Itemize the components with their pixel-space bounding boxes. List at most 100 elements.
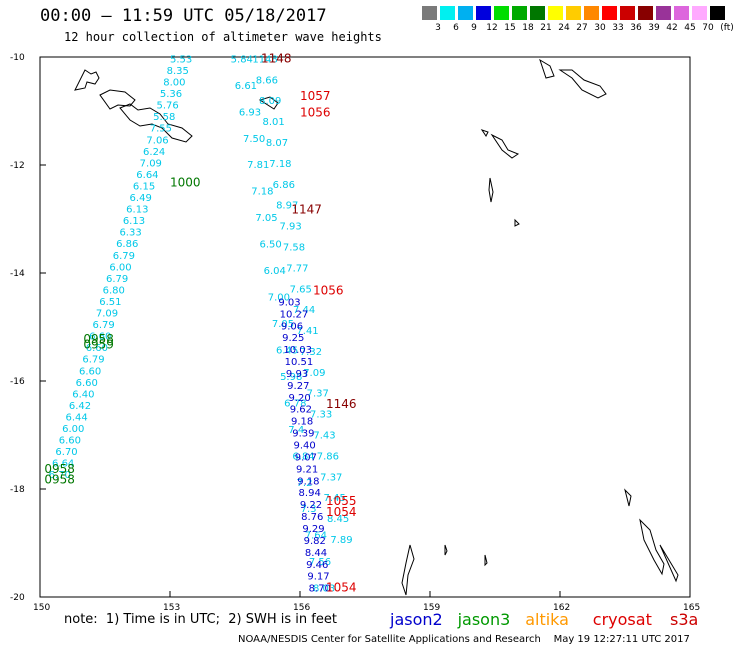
pass-time-label: 0958 <box>44 473 75 487</box>
track-value-label: 9.82 <box>304 536 326 547</box>
track-value-label: 7.05 <box>255 213 277 224</box>
track-value-label: 6.64 <box>52 459 74 470</box>
y-tick-label: -18 <box>10 485 25 495</box>
track-value-label: 7.4 <box>288 425 304 436</box>
map-subtitle: 12 hour collection of altimeter wave hei… <box>64 30 382 44</box>
track-value-label: 5.76 <box>157 101 179 112</box>
track-value-label: 6.50 <box>259 240 281 251</box>
satellite-legend-altika: altika <box>525 610 569 629</box>
track-value-label: 10.03 <box>283 345 312 356</box>
scale-swatch <box>476 6 491 20</box>
track-value-label: 9.62 <box>290 405 312 416</box>
scale-swatch <box>638 6 653 20</box>
track-value-label: 6.60 <box>86 343 108 354</box>
pass-time-label: 1056 <box>300 105 331 119</box>
track-value-label: 6.60 <box>79 366 101 377</box>
scale-label: 21 <box>540 23 552 33</box>
track-value-label: 7.44 <box>293 305 315 316</box>
track-value-label: 6.45 <box>276 345 298 356</box>
track-value-label: 8.01 <box>263 117 285 128</box>
track-value-label: 7.05 <box>272 319 294 330</box>
scale-swatch <box>494 6 509 20</box>
y-tick-label: -16 <box>10 377 25 387</box>
track-value-label: 7.37 <box>307 389 329 400</box>
track-value-label: 9.46 <box>306 560 328 571</box>
track-value-label: 6.60 <box>89 332 111 343</box>
pass-time-label: 1057 <box>300 89 331 103</box>
scale-label: 39 <box>648 23 660 33</box>
y-tick-label: -20 <box>10 593 25 603</box>
track-value-label: 6.04 <box>264 266 286 277</box>
pass-time-label: 1054 <box>326 505 357 519</box>
scale-swatch <box>530 6 545 20</box>
scale-label: 27 <box>576 23 588 33</box>
scale-label: 33 <box>612 23 624 33</box>
pass-time-label: 0958 <box>44 462 75 476</box>
track-value-label: 6.15 <box>133 181 155 192</box>
track-value-label: 9.17 <box>307 572 329 583</box>
track-value-label: 7.89 <box>330 535 352 546</box>
pass-time-label: 0959 <box>83 338 114 352</box>
track-value-label: 6.33 <box>119 228 141 239</box>
track-value-label: 7.64 <box>305 531 327 542</box>
track-value-label: 6.80 <box>103 285 125 296</box>
track-value-label: 6.00 <box>109 262 131 273</box>
track-value-label: 6.51 <box>99 297 121 308</box>
track-value-label: 10.51 <box>285 357 314 368</box>
track-value-label: 6.60 <box>76 378 98 389</box>
track-value-label: 9.03 <box>278 297 300 308</box>
track-value-label: 6.13 <box>123 216 145 227</box>
track-value-label: 7.43 <box>313 431 335 442</box>
scale-swatch <box>602 6 617 20</box>
track-value-label: 8.44 <box>305 548 327 559</box>
track-value-label: 6.60 <box>59 436 81 447</box>
scale-swatch <box>566 6 581 20</box>
track-value-label: 7.77 <box>286 263 308 274</box>
track-value-label: 9.39 <box>292 429 314 440</box>
track-value-label: 6.64 <box>136 170 158 181</box>
track-value-label: 6.79 <box>82 355 104 366</box>
map-title: 00:00 – 11:59 UTC 05/18/2017 <box>40 6 327 26</box>
track-value-label: 9.25 <box>282 333 304 344</box>
track-value-label: 6.40 <box>72 389 94 400</box>
track-value-label: 9.29 <box>302 524 324 535</box>
track-value-label: 8.76 <box>301 512 323 523</box>
scale-swatch <box>512 6 527 20</box>
x-tick-label: 159 <box>423 603 440 613</box>
track-value-label: 9.27 <box>287 381 309 392</box>
track-value-label: 6.79 <box>113 251 135 262</box>
track-value-label: 6.86 <box>273 180 295 191</box>
satellite-legend-cryosat: cryosat <box>592 610 652 629</box>
track-value-label: 8.70 <box>309 584 331 595</box>
map-axes: 150 153 156 159 162 165 -10 -12 -14 -16 -18 -20 <box>10 53 700 613</box>
track-value-label: 6.79 <box>92 320 114 331</box>
scale-label: 3 <box>435 23 441 33</box>
track-value-label: 7.06 <box>146 135 168 146</box>
scale-label: 15 <box>504 23 516 33</box>
track-value-label: 6.86 <box>116 239 138 250</box>
track-value-label: 6.61 <box>235 81 257 92</box>
map-frame <box>39 56 691 598</box>
scale-swatch <box>584 6 599 20</box>
scale-label: 70 <box>702 23 714 33</box>
track-value-label: 7.18 <box>269 159 291 170</box>
track-value-label: 9.93 <box>286 369 308 380</box>
y-tick-label: -10 <box>10 53 25 63</box>
track-value-label: 7.2 <box>297 478 313 489</box>
pass-time-label: 0958 <box>83 332 114 346</box>
track-value-label: 6.42 <box>69 401 91 412</box>
footer-note: note: 1) Time is in UTC; 2) SWH is in fe… <box>64 612 337 627</box>
satellite-legend-jason3: jason3 <box>457 610 511 629</box>
track-value-label: 1148 <box>252 54 277 65</box>
pass-time-label: 1054 <box>326 581 357 595</box>
track-value-label: 7.09 <box>303 368 325 379</box>
track-value-label: 7.81 <box>247 160 269 171</box>
satellite-tracks: 5.538.358.005.365.765.587.557.066.247.09… <box>49 54 353 594</box>
track-value-label: 10.27 <box>280 309 309 320</box>
track-value-label: 8.35 <box>167 66 189 77</box>
track-value-label: 7.09 <box>140 158 162 169</box>
scale-label: 6 <box>453 23 459 33</box>
scale-swatch <box>440 6 455 20</box>
scale-label: 24 <box>558 23 570 33</box>
